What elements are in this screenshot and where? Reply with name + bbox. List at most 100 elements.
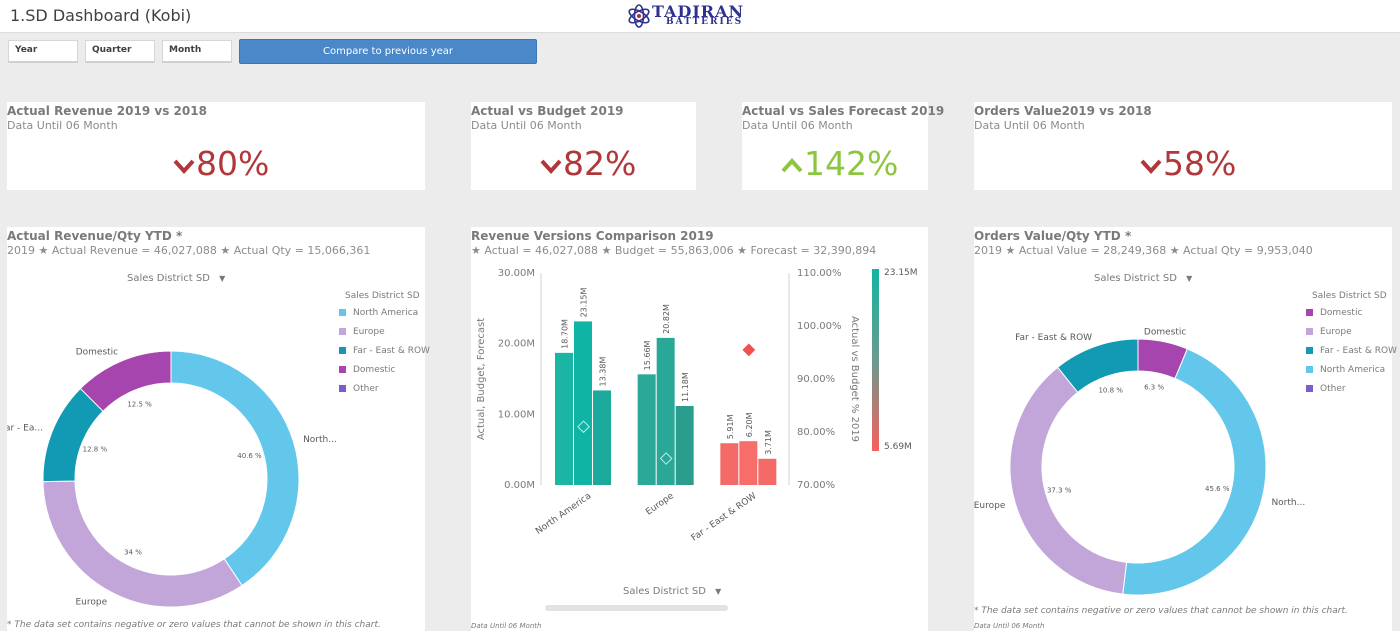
- color-gradient-legend: [872, 269, 879, 451]
- legend-item[interactable]: Domestic: [1306, 308, 1362, 318]
- legend-item[interactable]: Europe: [1306, 327, 1352, 337]
- chart-subtitle: ★ Actual = 46,027,088 ★ Budget = 55,863,…: [471, 244, 877, 257]
- legend-item[interactable]: Domestic: [339, 365, 395, 375]
- donut-slice[interactable]: [1122, 348, 1267, 596]
- caret-down-icon: ▼: [715, 587, 722, 596]
- bar[interactable]: [593, 390, 611, 485]
- bar[interactable]: [739, 441, 758, 485]
- line-marker[interactable]: [577, 420, 590, 434]
- x-category-label: North America: [534, 491, 593, 537]
- kpi-card-actual-vs-forecast[interactable]: Actual vs Sales Forecast 2019 Data Until…: [742, 102, 944, 190]
- line-marker[interactable]: [659, 452, 673, 465]
- y-right-tick: 70.00%: [797, 480, 835, 491]
- bar[interactable]: [720, 443, 739, 485]
- y-left-tick: 10.00M: [498, 409, 535, 420]
- y-right-tick: 110.00%: [797, 268, 842, 279]
- orders-donut-chart[interactable]: 6.3 % Domestic 45.6 % North... 37.3 % Europe 1…: [974, 271, 1392, 631]
- bar[interactable]: [574, 321, 592, 485]
- company-logo: TADIRAN BATTERIES: [626, 2, 776, 30]
- legend-label: Other: [353, 384, 379, 394]
- donut-slice[interactable]: [1056, 338, 1139, 393]
- chart-scrollbar[interactable]: [545, 605, 728, 611]
- bar-value-label: 15.66M: [643, 340, 652, 370]
- revenue-donut-chart[interactable]: 40.6 % North... 34 % Europe 12.8 % Far - Ea..…: [7, 271, 425, 631]
- legend-label: North America: [353, 308, 419, 318]
- kpi-card-actual-revenue[interactable]: Actual Revenue 2019 vs 2018 Data Until 0…: [7, 102, 425, 190]
- slice-label: Domestic: [1144, 328, 1186, 338]
- top-bar: 1.SD Dashboard (Kobi) TADIRAN BATTERIES: [0, 0, 1400, 33]
- legend-label: Domestic: [353, 365, 396, 375]
- kpi-value-text: 58%: [1163, 144, 1237, 183]
- bar[interactable]: [555, 352, 573, 485]
- legend-item[interactable]: Other: [1306, 384, 1346, 394]
- legend-item[interactable]: Far - East & ROW: [1306, 346, 1397, 356]
- dimension-selector[interactable]: Sales District SD ▼: [127, 273, 225, 284]
- chart-card-orders-qty[interactable]: Orders Value/Qty YTD * 2019 ★ Actual Val…: [974, 227, 1397, 631]
- chart-card-revenue-versions[interactable]: Revenue Versions Comparison 2019 ★ Actua…: [471, 227, 928, 631]
- legend-item[interactable]: Other: [339, 384, 379, 394]
- bar[interactable]: [758, 458, 777, 485]
- kpi-title: Actual vs Budget 2019: [471, 104, 624, 118]
- legend-label: Europe: [1320, 327, 1352, 337]
- chevron-down-icon: [173, 159, 195, 174]
- legend-item[interactable]: Far - East & ROW: [339, 346, 430, 356]
- donut-slice[interactable]: [42, 480, 243, 608]
- slice-percent-label: 40.6 %: [237, 452, 262, 460]
- y-left-tick: 0.00M: [504, 480, 535, 491]
- kpi-title: Actual Revenue 2019 vs 2018: [7, 104, 207, 118]
- compare-previous-year-button[interactable]: Compare to previous year: [239, 39, 537, 64]
- slice-percent-label: 6.3 %: [1144, 384, 1164, 392]
- bar[interactable]: [656, 337, 675, 485]
- kpi-value-text: 80%: [196, 144, 270, 183]
- y-left-title: Actual, Budget, Forecast: [476, 318, 487, 440]
- chevron-down-icon: [540, 159, 562, 174]
- chart-footnote: Data Until 06 Month: [471, 622, 542, 630]
- bar-value-label: 18.70M: [561, 319, 570, 349]
- legend-swatch: [339, 366, 346, 373]
- legend-label: Far - East & ROW: [1320, 346, 1397, 356]
- legend-swatch: [339, 309, 346, 316]
- kpi-subtitle: Data Until 06 Month: [742, 119, 853, 132]
- chart-card-revenue-qty[interactable]: Actual Revenue/Qty YTD * 2019 ★ Actual R…: [7, 227, 430, 631]
- kpi-card-orders-value[interactable]: Orders Value2019 vs 2018 Data Until 06 M…: [974, 102, 1392, 190]
- dimension-selector[interactable]: Sales District SD ▼: [1094, 273, 1192, 284]
- donut-slice[interactable]: [79, 350, 172, 412]
- logo-text-main: TADIRAN: [652, 2, 745, 21]
- y-right-tick: 90.00%: [797, 374, 835, 385]
- bar-value-label: 20.82M: [662, 304, 671, 334]
- y-left-tick: 20.00M: [498, 339, 535, 350]
- app-title: 1.SD Dashboard (Kobi): [10, 6, 192, 25]
- bar-value-label: 6.20M: [745, 412, 754, 437]
- slice-label: North...: [1271, 498, 1305, 508]
- legend-item[interactable]: North America: [339, 308, 418, 318]
- legend-label: Other: [1320, 384, 1346, 394]
- month-filter[interactable]: Month: [162, 40, 232, 63]
- bar-value-label: 3.71M: [764, 430, 773, 455]
- dimension-label: Sales District SD: [1094, 273, 1177, 284]
- bar[interactable]: [675, 405, 694, 485]
- quarter-filter[interactable]: Quarter: [85, 40, 155, 63]
- legend-swatch: [339, 328, 346, 335]
- donut-slice[interactable]: [1009, 366, 1128, 595]
- slice-percent-label: 10.8 %: [1098, 387, 1123, 395]
- legend-item[interactable]: Europe: [339, 327, 385, 337]
- kpi-value-text: 82%: [563, 144, 637, 183]
- legend-item[interactable]: North America: [1306, 365, 1385, 375]
- chart-title: Revenue Versions Comparison 2019: [471, 229, 714, 243]
- dimension-selector[interactable]: Sales District SD ▼: [623, 586, 721, 597]
- legend-label: Europe: [353, 327, 385, 337]
- slice-percent-label: 34 %: [124, 549, 142, 557]
- legend-swatch: [339, 385, 346, 392]
- bar-value-label: 5.91M: [726, 414, 735, 439]
- revenue-versions-combo-chart[interactable]: 0.00M 10.00M 20.00M 30.00M 70.00% 80.00% 90.00…: [471, 251, 928, 631]
- slice-label: Domestic: [76, 348, 118, 358]
- donut-slice[interactable]: [170, 350, 300, 587]
- year-filter[interactable]: Year: [8, 40, 78, 63]
- bar-value-label: 11.18M: [681, 372, 690, 402]
- chevron-down-icon: [1140, 159, 1162, 174]
- y-right-tick: 80.00%: [797, 427, 835, 438]
- kpi-card-actual-vs-budget[interactable]: Actual vs Budget 2019 Data Until 06 Mont…: [471, 102, 696, 190]
- bar[interactable]: [637, 374, 656, 485]
- line-marker[interactable]: [742, 343, 756, 357]
- chart-footnote: * The data set contains negative or zero…: [7, 620, 381, 630]
